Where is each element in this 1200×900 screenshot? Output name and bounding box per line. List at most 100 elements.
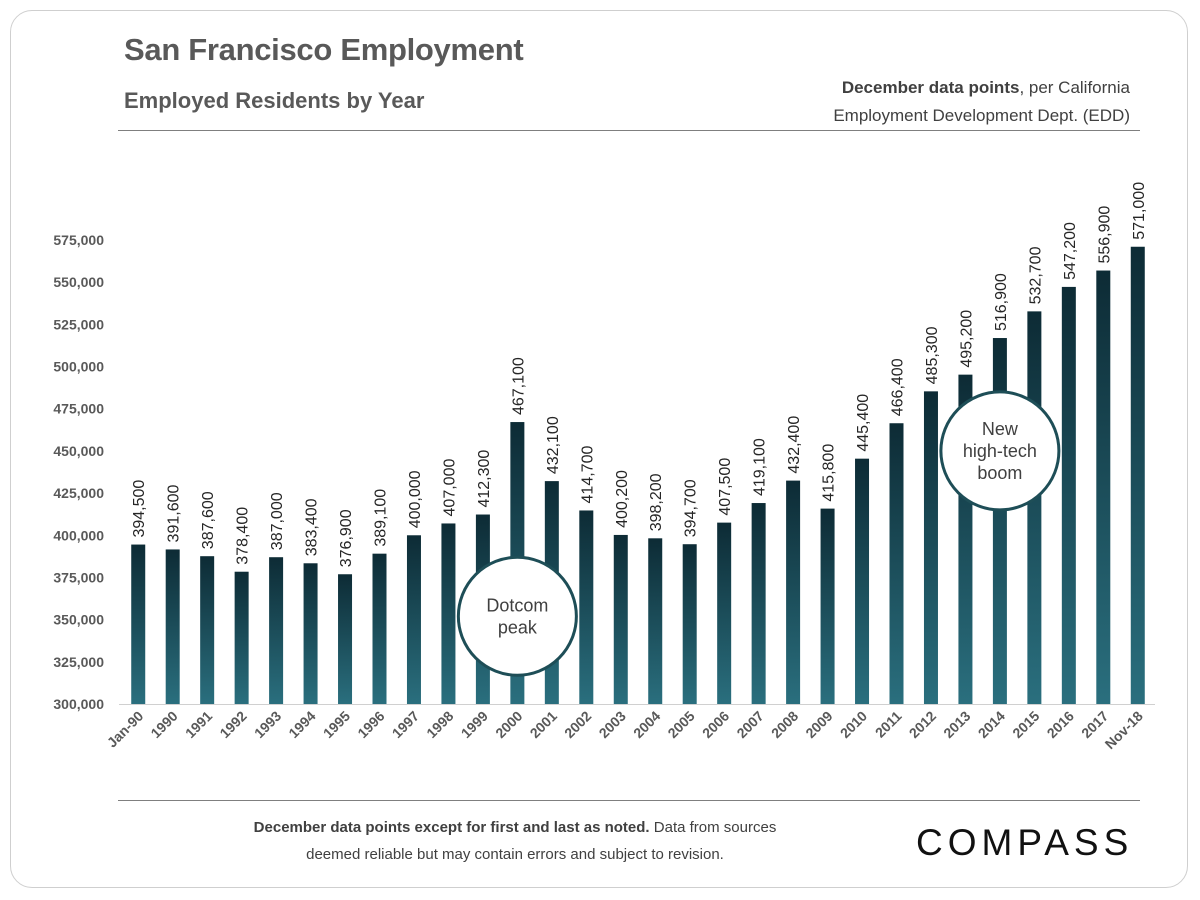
data-label: 467,100 bbox=[510, 357, 527, 415]
bar bbox=[303, 563, 318, 704]
x-tick-label: 2008 bbox=[768, 708, 801, 741]
callout-text: high-tech bbox=[963, 441, 1037, 461]
bar bbox=[234, 571, 249, 704]
x-tick-label: 2002 bbox=[561, 708, 594, 741]
y-tick-label: 350,000 bbox=[53, 612, 104, 628]
data-label: 391,600 bbox=[166, 485, 183, 543]
y-axis: 300,000 325,000 350,000 375,000 400,000 425,0… bbox=[53, 232, 104, 712]
y-tick-label: 575,000 bbox=[53, 232, 104, 248]
x-tick-label: 2009 bbox=[802, 708, 835, 741]
y-tick-label: 325,000 bbox=[53, 654, 104, 670]
data-label: 571,000 bbox=[1131, 182, 1148, 240]
x-tick-label: 1998 bbox=[423, 708, 456, 741]
x-tick-label: 2007 bbox=[733, 708, 766, 741]
data-label: 407,500 bbox=[717, 458, 734, 516]
y-tick-label: 300,000 bbox=[53, 696, 104, 712]
x-tick-label: 2012 bbox=[906, 708, 939, 741]
footer-rest: Data from sources bbox=[649, 819, 777, 836]
x-tick-label: 2015 bbox=[1009, 708, 1042, 741]
data-label: 415,800 bbox=[821, 444, 838, 502]
bar bbox=[889, 423, 904, 704]
data-label: 383,400 bbox=[304, 498, 321, 556]
callout-text: boom bbox=[977, 463, 1022, 483]
y-tick-label: 475,000 bbox=[53, 401, 104, 417]
bar bbox=[338, 574, 353, 704]
bar bbox=[1027, 311, 1042, 704]
x-tick-label: 1996 bbox=[354, 708, 387, 741]
callout-text: Dotcom bbox=[486, 595, 548, 615]
bar bbox=[200, 556, 215, 704]
bar bbox=[131, 544, 146, 704]
x-tick-label: 2004 bbox=[630, 708, 663, 741]
data-label: 547,200 bbox=[1062, 222, 1079, 280]
source-note: December data points, per California Emp… bbox=[710, 74, 1130, 130]
bar bbox=[269, 557, 284, 704]
x-tick-label: 1997 bbox=[389, 708, 422, 741]
footer-line2: deemed reliable but may contain errors a… bbox=[306, 846, 724, 863]
data-label: 516,900 bbox=[993, 273, 1010, 331]
bar bbox=[648, 538, 663, 704]
callout-text: peak bbox=[498, 617, 538, 637]
source-note-rest: , per California bbox=[1019, 78, 1130, 97]
x-tick-label: 1995 bbox=[320, 708, 353, 741]
x-tick-label: 2005 bbox=[664, 708, 697, 741]
bars bbox=[131, 246, 1145, 704]
y-tick-label: 450,000 bbox=[53, 443, 104, 459]
data-label: 387,600 bbox=[200, 491, 217, 549]
x-tick-label: Nov-18 bbox=[1102, 708, 1146, 752]
x-tick-label: 2003 bbox=[596, 708, 629, 741]
data-label: 400,200 bbox=[614, 470, 631, 528]
callout-circle bbox=[939, 390, 1061, 512]
bar bbox=[682, 544, 697, 704]
data-label: 378,400 bbox=[235, 507, 252, 565]
bar bbox=[406, 535, 421, 704]
y-tick-label: 500,000 bbox=[53, 359, 104, 375]
chart-title: San Francisco Employment bbox=[124, 32, 524, 67]
bar bbox=[165, 549, 180, 704]
bar bbox=[855, 458, 870, 704]
y-tick-label: 525,000 bbox=[53, 316, 104, 332]
y-tick-label: 425,000 bbox=[53, 485, 104, 501]
x-tick-label: 1994 bbox=[285, 708, 318, 741]
chart-subtitle: Employed Residents by Year bbox=[124, 88, 425, 113]
data-label: 394,700 bbox=[683, 479, 700, 537]
bar bbox=[613, 534, 628, 704]
source-note-bold: December data points bbox=[841, 78, 1020, 97]
x-tick-label: 2001 bbox=[527, 708, 560, 741]
footer-bold: December data points except for first an… bbox=[253, 819, 650, 836]
x-tick-label: 1992 bbox=[216, 708, 249, 741]
bar bbox=[751, 503, 766, 704]
x-tick-label: 1993 bbox=[251, 708, 284, 741]
data-label: 532,700 bbox=[1027, 246, 1044, 304]
x-tick-label: Jan-90 bbox=[104, 708, 147, 751]
data-label: 376,900 bbox=[338, 509, 355, 567]
x-tick-label: 2006 bbox=[699, 708, 732, 741]
header-divider bbox=[118, 130, 1140, 131]
data-label: 445,400 bbox=[855, 394, 872, 452]
data-label: 419,100 bbox=[752, 438, 769, 496]
bar bbox=[372, 553, 387, 704]
compass-logo: COMPASS bbox=[916, 822, 1134, 863]
x-tick-label: 1990 bbox=[147, 708, 180, 741]
bar bbox=[441, 523, 456, 704]
x-tick-label: 1999 bbox=[458, 708, 491, 741]
x-tick-label: 2010 bbox=[837, 708, 870, 741]
y-tick-label: 400,000 bbox=[53, 527, 104, 543]
data-label: 414,700 bbox=[579, 446, 596, 504]
y-tick-label: 550,000 bbox=[53, 274, 104, 290]
data-label: 556,900 bbox=[1096, 206, 1113, 264]
data-label: 407,000 bbox=[441, 459, 458, 517]
x-tick-label: 2014 bbox=[975, 708, 1008, 741]
x-tick-label: 1991 bbox=[182, 708, 215, 741]
data-label: 394,500 bbox=[131, 480, 148, 538]
data-label: 466,400 bbox=[890, 358, 907, 416]
data-label: 398,200 bbox=[648, 473, 665, 531]
footer-disclaimer: December data points except for first an… bbox=[150, 814, 880, 868]
x-tick-label: 2000 bbox=[492, 708, 525, 741]
callout-circle bbox=[456, 555, 578, 677]
y-tick-label: 375,000 bbox=[53, 569, 104, 585]
data-label: 495,200 bbox=[958, 310, 975, 368]
source-note-line2: Employment Development Dept. (EDD) bbox=[833, 106, 1130, 125]
